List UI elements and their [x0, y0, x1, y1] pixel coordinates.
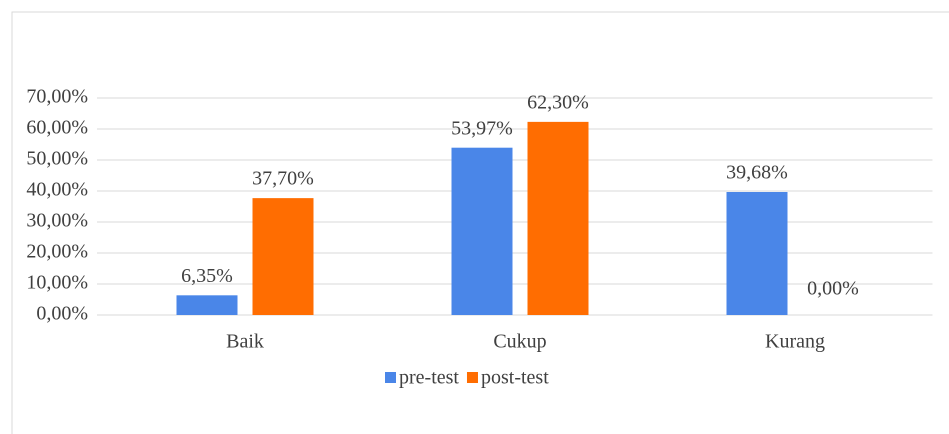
- legend-label: post-test: [481, 367, 549, 389]
- legend-swatch: [385, 372, 396, 383]
- data-label: 6,35%: [181, 265, 233, 287]
- x-tick-label: Baik: [226, 331, 264, 353]
- bar: [451, 147, 513, 315]
- y-tick-label: 40,00%: [26, 179, 88, 201]
- bar: [527, 121, 589, 316]
- chart-frame: [11, 11, 949, 434]
- data-label: 53,97%: [451, 117, 513, 139]
- legend-label: pre-test: [399, 367, 459, 389]
- y-tick-label: 60,00%: [26, 117, 88, 139]
- y-tick-label: 70,00%: [26, 86, 88, 108]
- x-tick-label: Kurang: [765, 331, 825, 353]
- data-label: 37,70%: [252, 168, 314, 190]
- y-tick-label: 0,00%: [36, 303, 88, 325]
- y-tick-label: 50,00%: [26, 148, 88, 170]
- legend-swatch: [466, 372, 478, 383]
- data-label: 62,30%: [527, 91, 589, 113]
- data-label: 0,00%: [807, 278, 859, 300]
- y-tick-label: 20,00%: [26, 241, 88, 263]
- bar: [176, 295, 238, 315]
- bar: [726, 191, 788, 315]
- bar: [252, 198, 314, 315]
- x-tick-label: Cukup: [493, 331, 546, 353]
- y-tick-label: 30,00%: [26, 210, 88, 232]
- data-label: 39,68%: [726, 162, 788, 184]
- y-tick-label: 10,00%: [26, 272, 88, 294]
